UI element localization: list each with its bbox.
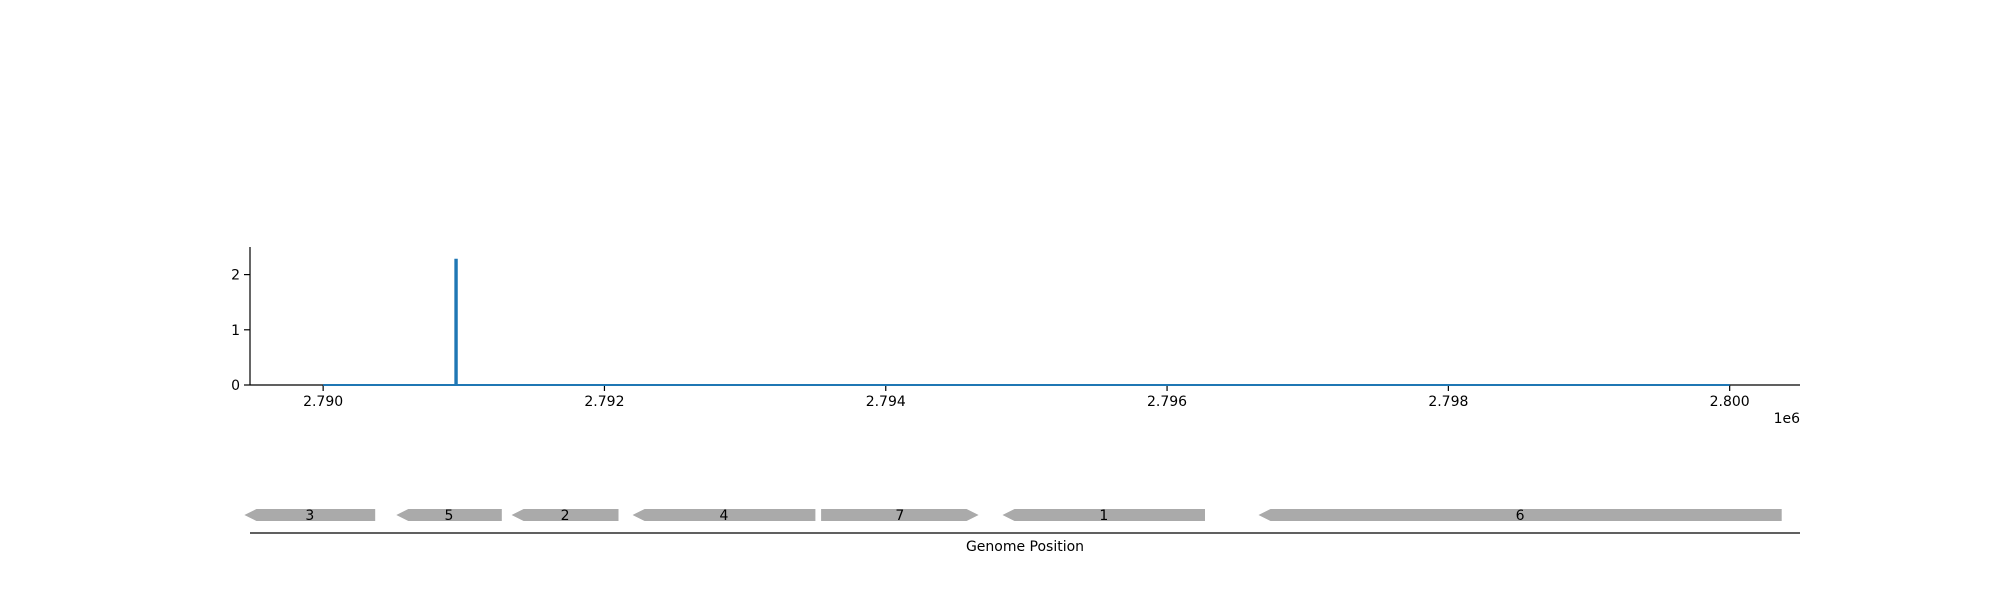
- y-tick-group: 0 1 2: [231, 268, 250, 394]
- x-tick-label: 2.798: [1428, 394, 1468, 410]
- gene-label: 3: [305, 508, 314, 524]
- gene-label: 4: [720, 508, 729, 524]
- x-offset-label: 1e6: [1774, 411, 1801, 427]
- gene-label: 7: [895, 508, 904, 524]
- gene-label: 2: [561, 508, 570, 524]
- gene-arrow: [511, 509, 619, 521]
- x-tick-label: 2.790: [303, 394, 343, 410]
- x-tick-label: 2.796: [1147, 394, 1187, 410]
- gene-layer: 3 5 2 4 7 1 6: [244, 508, 1782, 524]
- gene-arrow: [396, 509, 502, 521]
- x-tick-label: 2.792: [584, 394, 624, 410]
- gene-label: 1: [1099, 508, 1108, 524]
- x-tick-group: 2.790 2.792 2.794 2.796 2.798 2.800: [303, 385, 1750, 410]
- series-layer: [323, 258, 1730, 386]
- y-tick-label: 1: [231, 323, 240, 339]
- coverage-plot: 0 1 2 2.790 2.792 2.794 2.796 2.798 2.800 1e6: [231, 247, 1800, 427]
- gene-label: 6: [1516, 508, 1525, 524]
- gene-arrow: [244, 509, 376, 521]
- coverage-series-line: [323, 258, 1730, 386]
- y-tick-label: 0: [231, 378, 240, 394]
- gene-arrow: [632, 509, 816, 521]
- gene-track: 3 5 2 4 7 1 6 Genome Position: [244, 508, 1800, 555]
- gene-arrow: [1258, 509, 1782, 521]
- gene-label: 5: [445, 508, 454, 524]
- gene-track-xlabel: Genome Position: [966, 539, 1084, 555]
- x-tick-label: 2.794: [866, 394, 906, 410]
- gene-arrow: [821, 509, 979, 521]
- x-tick-label: 2.800: [1710, 394, 1750, 410]
- y-tick-label: 2: [231, 268, 240, 284]
- gene-arrow: [1002, 509, 1205, 521]
